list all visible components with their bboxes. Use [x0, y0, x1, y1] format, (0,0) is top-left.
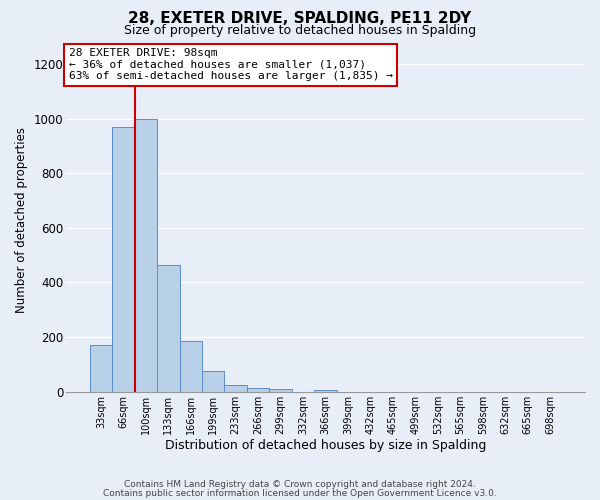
Text: 28 EXETER DRIVE: 98sqm
← 36% of detached houses are smaller (1,037)
63% of semi-: 28 EXETER DRIVE: 98sqm ← 36% of detached… [68, 48, 392, 82]
Bar [89, 346, 112, 392]
Text: Contains HM Land Registry data © Crown copyright and database right 2024.: Contains HM Land Registry data © Crown c… [124, 480, 476, 489]
X-axis label: Distribution of detached houses by size in Spalding: Distribution of detached houses by size … [165, 440, 486, 452]
Text: Size of property relative to detached houses in Spalding: Size of property relative to detached ho… [124, 24, 476, 37]
Bar [247, 388, 269, 392]
Bar [179, 341, 202, 392]
Bar [269, 389, 292, 392]
Bar [314, 390, 337, 392]
Bar [134, 118, 157, 392]
Bar [157, 264, 179, 392]
Bar [112, 126, 134, 392]
Text: Contains public sector information licensed under the Open Government Licence v3: Contains public sector information licen… [103, 488, 497, 498]
Bar [202, 372, 224, 392]
Text: 28, EXETER DRIVE, SPALDING, PE11 2DY: 28, EXETER DRIVE, SPALDING, PE11 2DY [128, 11, 472, 26]
Bar [224, 385, 247, 392]
Y-axis label: Number of detached properties: Number of detached properties [15, 126, 28, 312]
